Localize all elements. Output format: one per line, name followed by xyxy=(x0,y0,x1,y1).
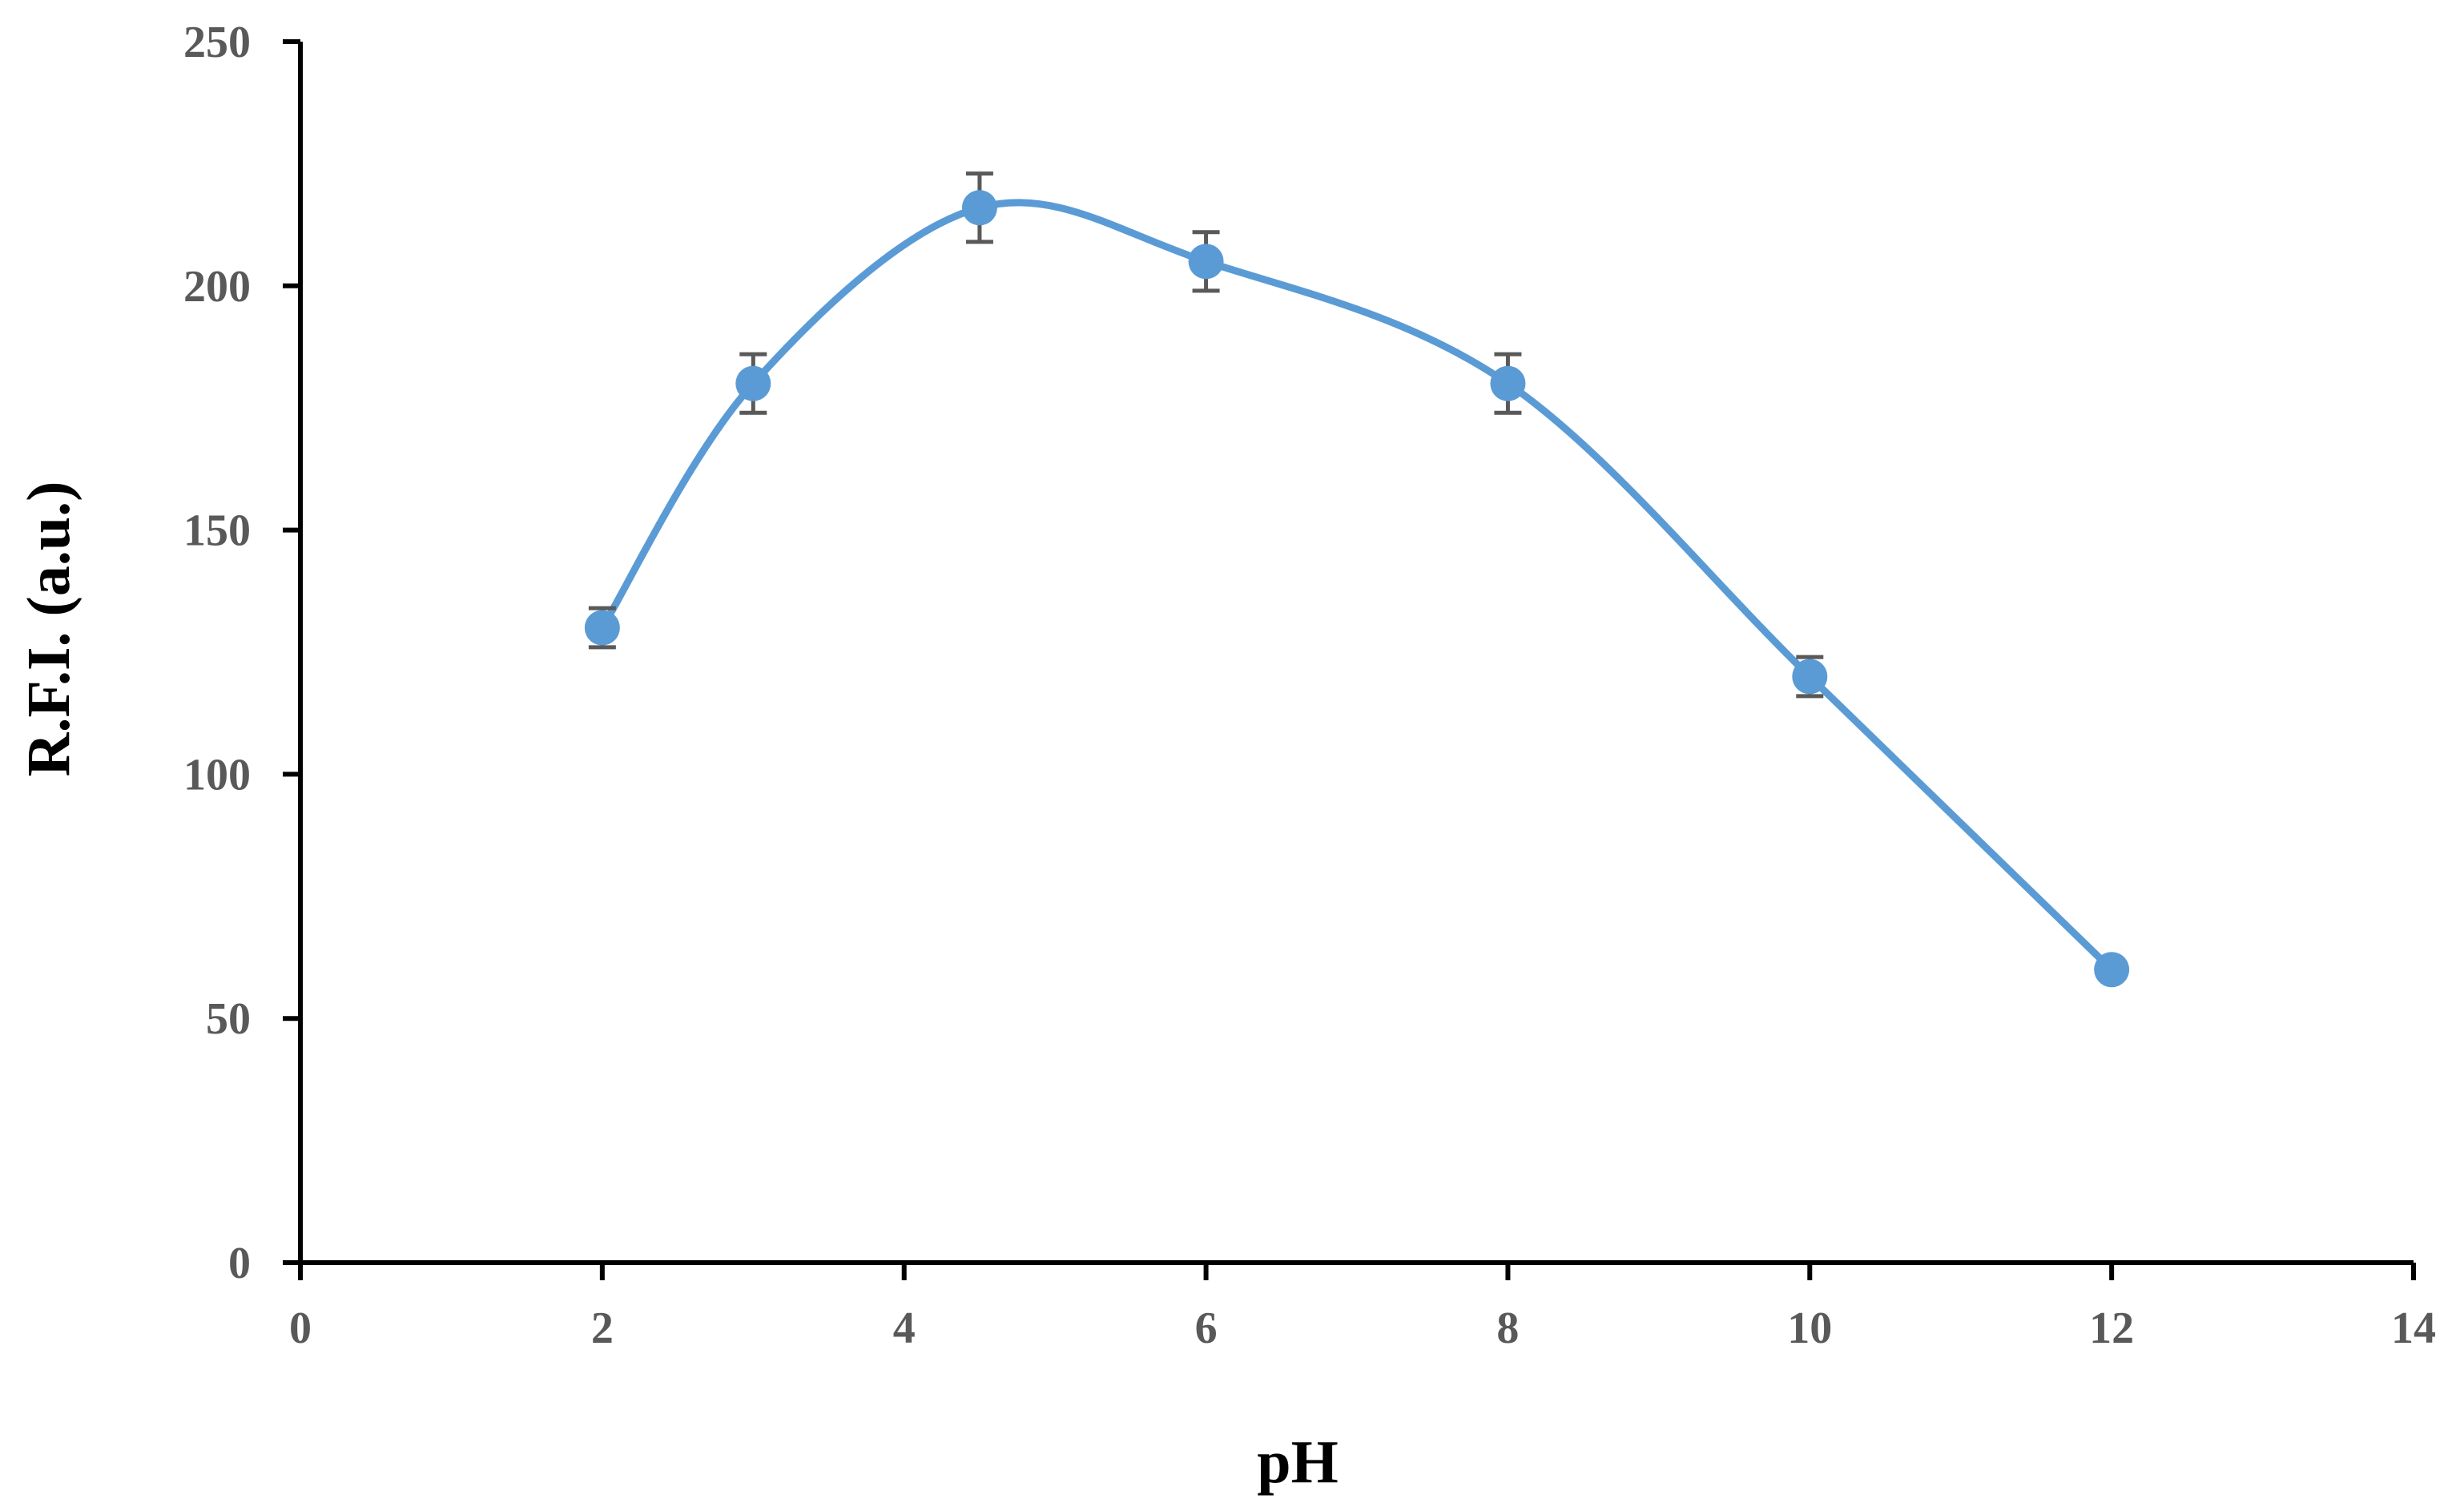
data-point xyxy=(2094,952,2130,988)
y-tick-label: 200 xyxy=(183,262,251,312)
x-tick-label: 14 xyxy=(2391,1303,2436,1353)
x-tick-label: 12 xyxy=(2089,1303,2134,1353)
data-point xyxy=(584,610,620,646)
x-tick-label: 2 xyxy=(591,1303,614,1353)
data-point xyxy=(1792,659,1828,695)
x-tick-label: 10 xyxy=(1787,1303,1832,1353)
x-tick-label: 6 xyxy=(1195,1303,1218,1353)
x-tick-label: 4 xyxy=(893,1303,916,1353)
x-axis-title: pH xyxy=(1257,1428,1338,1496)
data-point xyxy=(735,365,771,401)
y-tick-label: 150 xyxy=(183,506,251,556)
series-line xyxy=(598,199,2116,973)
plot-area: 0 50 100 150 200 250 0 2 4 6 8 10 12 14 xyxy=(183,18,2436,1353)
x-tick-label: 8 xyxy=(1496,1303,1519,1353)
data-point xyxy=(961,190,997,226)
x-tick-label: 0 xyxy=(289,1303,312,1353)
data-point xyxy=(1490,365,1526,401)
y-axis-title: R.F.I. (a.u.) xyxy=(15,482,83,777)
y-tick-label: 250 xyxy=(183,18,251,67)
data-point xyxy=(1188,244,1224,280)
y-tick-label: 50 xyxy=(206,994,251,1044)
y-tick-label: 0 xyxy=(228,1239,251,1288)
y-tick-label: 100 xyxy=(183,750,251,800)
